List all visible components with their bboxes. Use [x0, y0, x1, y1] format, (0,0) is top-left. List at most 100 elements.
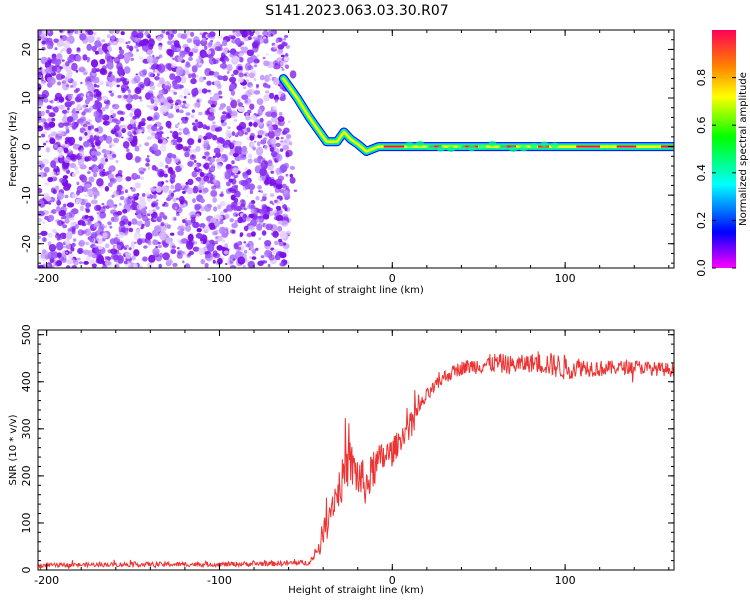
ridge-blob: [457, 144, 466, 151]
noise-speck: [163, 202, 169, 208]
noise-speck: [212, 121, 216, 125]
noise-speck: [48, 76, 56, 86]
noise-speck: [180, 165, 184, 169]
noise-speck: [187, 138, 195, 146]
noise-speck: [204, 204, 212, 212]
noise-speck: [251, 41, 259, 49]
noise-speck: [270, 170, 275, 174]
noise-speck: [38, 264, 45, 268]
noise-speck: [284, 53, 289, 58]
noise-speck: [279, 164, 288, 173]
noise-speck: [163, 173, 168, 178]
noise-speck: [237, 128, 244, 137]
noise-speck: [158, 89, 165, 96]
noise-speck: [137, 238, 143, 246]
noise-speck: [143, 168, 147, 171]
noise-speck: [187, 178, 194, 186]
noise-speck: [85, 121, 89, 125]
snr-ytick-label: 300: [20, 418, 33, 439]
spectrogram-xtick-label: 0: [389, 272, 396, 285]
noise-speck: [219, 193, 224, 197]
noise-speck: [115, 176, 123, 183]
noise-speck: [74, 30, 79, 34]
noise-speck: [95, 68, 101, 72]
ridge-blob: [530, 142, 539, 149]
noise-speck: [187, 252, 192, 257]
noise-speck: [223, 250, 229, 255]
noise-speck: [101, 202, 105, 206]
noise-speck: [87, 30, 94, 35]
noise-speck: [221, 153, 227, 159]
noise-speck: [231, 190, 234, 194]
noise-speck: [136, 175, 141, 179]
noise-speck: [67, 30, 71, 34]
noise-speck: [198, 111, 203, 116]
noise-speck: [201, 88, 208, 94]
noise-speck: [234, 184, 239, 189]
noise-speck: [200, 240, 204, 245]
noise-speck: [247, 261, 255, 268]
noise-speck: [138, 96, 142, 100]
noise-speck: [44, 38, 52, 46]
noise-speck: [190, 217, 196, 224]
noise-speck: [230, 99, 238, 109]
noise-speck: [268, 74, 272, 77]
noise-speck: [182, 146, 189, 152]
noise-speck: [276, 205, 282, 211]
noise-speck: [79, 33, 87, 41]
noise-speck: [108, 142, 114, 147]
noise-speck: [76, 48, 81, 53]
noise-speck: [138, 196, 146, 203]
noise-speck: [280, 66, 284, 69]
noise-speck: [178, 109, 184, 114]
noise-speck: [253, 135, 258, 139]
noise-speck: [231, 172, 234, 175]
noise-speck: [281, 201, 284, 205]
noise-speck: [187, 145, 192, 149]
noise-speck: [193, 185, 198, 190]
noise-speck: [147, 166, 151, 170]
noise-speck: [40, 230, 48, 236]
noise-speck: [202, 155, 207, 159]
noise-speck: [58, 122, 65, 128]
noise-speck: [65, 66, 72, 73]
noise-speck: [217, 75, 224, 80]
noise-speck: [262, 36, 266, 39]
noise-speck: [142, 214, 148, 222]
noise-speck: [54, 65, 62, 74]
noise-speck: [57, 130, 64, 137]
noise-speck: [48, 244, 57, 252]
noise-speck: [38, 235, 41, 240]
noise-speck: [165, 31, 170, 36]
noise-speck: [83, 141, 90, 148]
noise-speck: [223, 208, 229, 213]
noise-speck: [38, 198, 46, 208]
noise-speck: [58, 210, 66, 217]
noise-speck: [178, 196, 185, 203]
noise-speck: [173, 40, 180, 48]
noise-speck: [237, 216, 243, 224]
noise-speck: [125, 41, 128, 45]
noise-speck: [135, 73, 139, 76]
noise-speck: [46, 217, 50, 221]
noise-speck: [81, 111, 86, 116]
noise-speck: [285, 44, 290, 49]
noise-speck: [199, 32, 203, 36]
noise-speck: [262, 260, 268, 264]
noise-speck: [191, 65, 198, 73]
noise-speck: [283, 127, 290, 134]
noise-speck: [230, 90, 236, 96]
noise-speck: [90, 227, 95, 231]
noise-speck: [65, 128, 70, 134]
spectrogram-ytick-label: -20: [20, 235, 33, 253]
noise-speck: [113, 254, 119, 261]
noise-speck: [65, 84, 70, 88]
colorbar-tick-label: 0.2: [695, 212, 708, 230]
noise-speck: [284, 140, 288, 143]
noise-speck: [77, 257, 81, 261]
noise-speck: [64, 218, 70, 224]
noise-speck: [91, 263, 97, 268]
noise-speck: [214, 46, 222, 52]
